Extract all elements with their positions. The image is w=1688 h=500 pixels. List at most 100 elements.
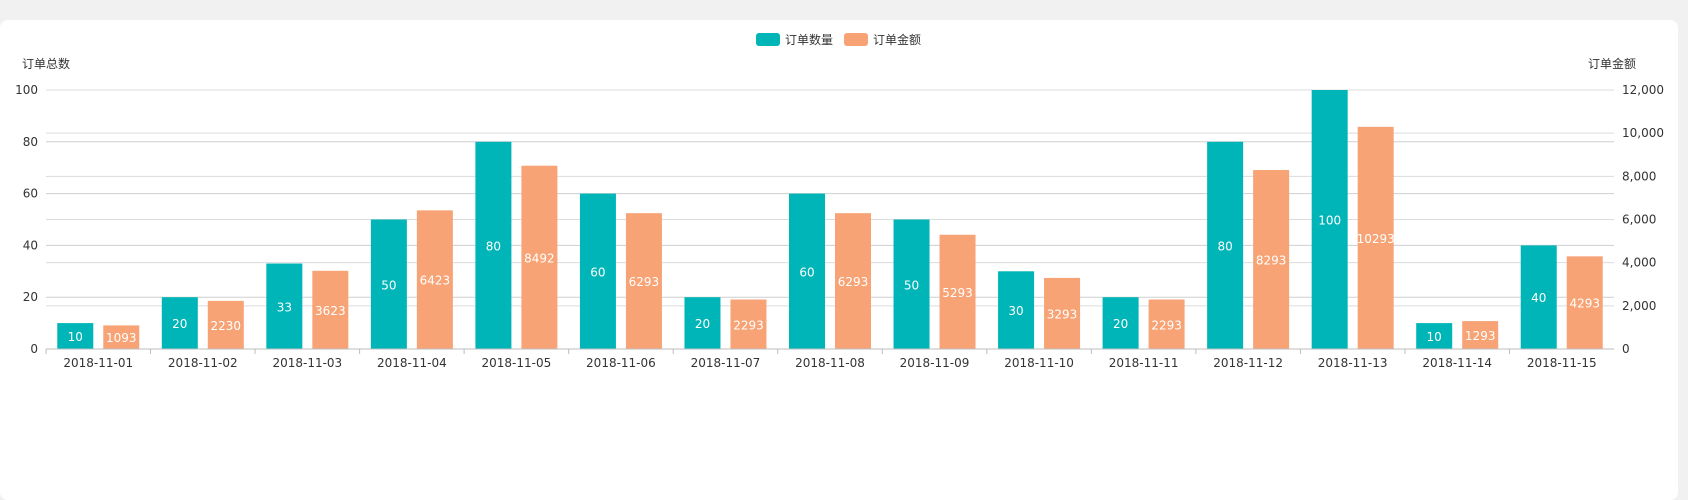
legend-item-series-2[interactable]: 订单金额 (844, 32, 921, 47)
right-tick-label: 4,000 (1622, 256, 1656, 270)
data-label-series-1: 60 (590, 265, 605, 279)
data-label-series-2: 8293 (1256, 254, 1287, 268)
bar-series-1 (1102, 297, 1139, 349)
bar-series-2 (1462, 321, 1499, 349)
right-tick-label: 8,000 (1622, 169, 1656, 183)
bar-series-1 (1520, 245, 1557, 349)
bar-series-1 (266, 263, 303, 349)
bar-series-1 (1311, 90, 1348, 349)
bar-series-2 (730, 299, 767, 349)
axes: 0 20 40 60 80 100 0 2,000 4,000 6,000 8,000 10,000 1… (15, 83, 1664, 370)
bar-series-1 (893, 219, 930, 349)
left-tick-label: 20 (23, 290, 38, 304)
legend-swatch-series-2 (844, 33, 868, 46)
data-label-series-2: 3623 (315, 304, 346, 318)
chart-card: 10 1093 20 2230 33 3623 50 6423 80 8492 60 6293 20 22… (0, 20, 1678, 500)
data-label-series-1: 30 (1008, 304, 1023, 318)
x-tick-label: 2018-11-09 (900, 356, 970, 370)
data-label-series-1: 33 (277, 300, 292, 314)
x-tick-label: 2018-11-12 (1213, 356, 1283, 370)
legend-item-series-1[interactable]: 订单数量 (756, 32, 833, 47)
data-label-series-1: 50 (381, 278, 396, 292)
legend-swatch-series-1 (756, 33, 780, 46)
x-tick-label: 2018-11-15 (1527, 356, 1597, 370)
x-tick-label: 2018-11-05 (482, 356, 552, 370)
data-label-series-1: 100 (1318, 214, 1341, 228)
data-label-series-2: 2230 (211, 319, 242, 333)
data-label-series-2: 2293 (733, 318, 764, 332)
left-tick-label: 40 (23, 238, 38, 252)
data-label-series-2: 10293 (1357, 232, 1395, 246)
data-label-series-2: 5293 (942, 286, 973, 300)
bar-series-1 (57, 323, 94, 349)
right-tick-label: 12,000 (1622, 83, 1664, 97)
x-tick-label: 2018-11-10 (1004, 356, 1074, 370)
bar-series-2 (1253, 170, 1290, 349)
legend: 订单数量 订单金额 (756, 32, 921, 47)
bar-series-2 (416, 210, 453, 349)
bar-series-2 (207, 300, 244, 349)
data-label-series-2: 8492 (524, 251, 555, 265)
bar-series-1 (684, 297, 721, 349)
x-tick-label: 2018-11-11 (1109, 356, 1179, 370)
x-tick-label: 2018-11-04 (377, 356, 447, 370)
data-label-series-2: 3293 (1047, 307, 1078, 321)
data-label-series-1: 10 (68, 330, 83, 344)
bar-series-1 (1416, 323, 1453, 349)
x-tick-label: 2018-11-02 (168, 356, 238, 370)
data-label-series-2: 1293 (1465, 329, 1496, 343)
bar-series-1 (475, 141, 512, 349)
bar-series-2 (625, 213, 662, 349)
legend-label-series-1: 订单数量 (785, 32, 833, 47)
x-tick-label: 2018-11-06 (586, 356, 656, 370)
data-label-series-1: 20 (172, 317, 187, 331)
right-tick-label: 2,000 (1622, 299, 1656, 313)
data-label-series-1: 20 (695, 317, 710, 331)
left-tick-label: 80 (23, 135, 38, 149)
data-label-series-2: 6293 (838, 275, 869, 289)
x-tick-label: 2018-11-08 (795, 356, 865, 370)
x-tick-label: 2018-11-13 (1318, 356, 1388, 370)
left-tick-label: 60 (23, 187, 38, 201)
bar-series-1 (998, 271, 1035, 349)
data-label-series-1: 60 (799, 265, 814, 279)
legend-label-series-2: 订单金额 (873, 32, 921, 47)
bar-chart: 10 1093 20 2230 33 3623 50 6423 80 8492 60 6293 20 22… (15, 32, 1664, 370)
data-label-series-2: 2293 (1151, 318, 1182, 332)
x-tick-label: 2018-11-14 (1422, 356, 1492, 370)
x-tick-label: 2018-11-07 (691, 356, 761, 370)
data-label-series-1: 80 (1217, 239, 1232, 253)
bar-series-2 (103, 325, 140, 349)
right-tick-label: 10,000 (1622, 126, 1664, 140)
bar-series-1 (789, 193, 825, 349)
data-label-series-1: 80 (486, 239, 501, 253)
x-tick-label: 2018-11-03 (272, 356, 342, 370)
data-label-series-2: 1093 (106, 331, 137, 345)
bar-series-1 (161, 297, 198, 349)
data-label-series-1: 40 (1531, 291, 1546, 305)
grid-lines (46, 89, 1614, 350)
bars: 10 1093 20 2230 33 3623 50 6423 80 8492 60 6293 20 22… (57, 90, 1603, 350)
x-tick-label: 2018-11-01 (63, 356, 133, 370)
bar-series-2 (1148, 299, 1185, 349)
bar-series-1 (579, 193, 616, 349)
bar-series-2 (835, 213, 871, 349)
right-tick-label: 0 (1622, 342, 1630, 356)
bar-series-2 (521, 165, 558, 349)
data-label-series-2: 6423 (420, 274, 451, 288)
bar-series-2 (1044, 277, 1081, 349)
right-axis-label: 订单金额 (1588, 56, 1636, 71)
bar-series-2 (939, 234, 976, 349)
data-label-series-1: 10 (1427, 330, 1442, 344)
left-axis-label: 订单总数 (22, 56, 70, 71)
data-label-series-2: 4293 (1569, 297, 1600, 311)
bar-series-2 (1566, 256, 1603, 349)
data-label-series-1: 50 (904, 278, 919, 292)
data-label-series-2: 6293 (629, 275, 660, 289)
bar-series-2 (1357, 126, 1394, 350)
data-label-series-1: 20 (1113, 317, 1128, 331)
bar-series-1 (1207, 141, 1244, 349)
bar-series-2 (312, 270, 349, 349)
bar-series-1 (370, 219, 407, 349)
left-tick-label: 0 (30, 342, 38, 356)
